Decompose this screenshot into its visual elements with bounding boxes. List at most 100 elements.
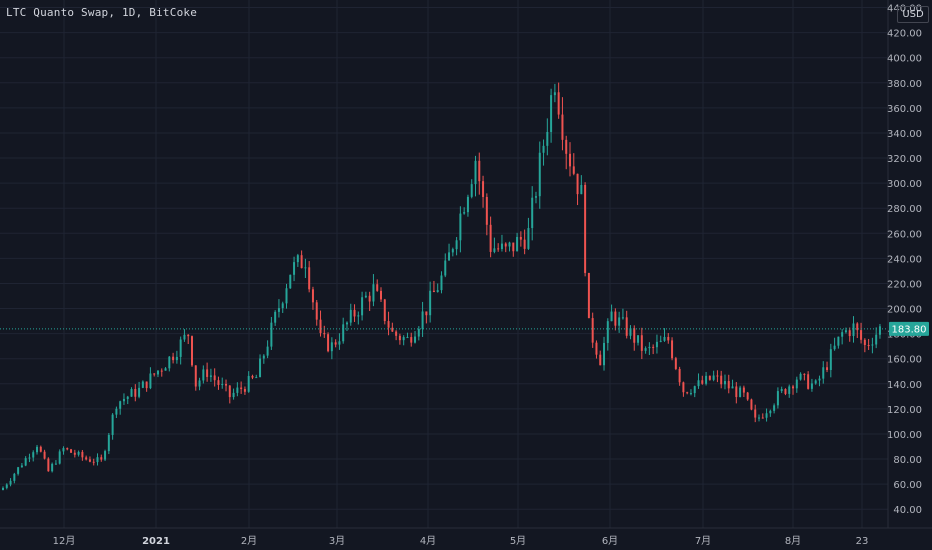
y-tick-label: 340.00	[887, 129, 922, 140]
candle-body	[119, 401, 122, 409]
x-tick-label: 23	[856, 536, 869, 547]
candle-body	[542, 145, 545, 153]
candle-body	[319, 319, 322, 334]
candle-body	[508, 242, 511, 247]
candle-body	[194, 365, 197, 387]
candle-body	[780, 389, 783, 392]
candle-body	[686, 392, 689, 394]
candle-body	[712, 375, 715, 380]
candle-body	[70, 449, 73, 453]
candle-body	[134, 388, 137, 397]
candle-body	[425, 311, 428, 316]
candle-body	[54, 463, 57, 465]
candle-body	[814, 380, 817, 384]
candle-body	[391, 327, 394, 332]
candle-body	[398, 335, 401, 341]
candle-body	[300, 255, 303, 269]
candle-body	[489, 224, 492, 252]
candle-body	[455, 240, 458, 250]
candle-body	[565, 139, 568, 154]
y-tick-label: 120.00	[887, 405, 922, 416]
candle-body	[213, 375, 216, 381]
candle-body	[85, 457, 88, 460]
last-price-label: 183.80	[889, 321, 929, 336]
candle-body	[716, 375, 719, 377]
candle-body	[168, 356, 171, 369]
candle-body	[338, 341, 341, 345]
candle-body	[693, 386, 696, 394]
candle-body	[587, 272, 590, 319]
candle-body	[470, 184, 473, 197]
candle-body	[402, 337, 405, 341]
candle-body	[228, 385, 231, 398]
candle-body	[761, 417, 764, 419]
candle-body	[13, 473, 16, 481]
candle-body	[58, 451, 61, 464]
currency-button[interactable]: USD	[897, 6, 929, 23]
candle-body	[198, 380, 201, 387]
candle-body	[701, 380, 704, 384]
price-axis[interactable]: 40.0060.0080.00100.00120.00140.00160.001…	[887, 4, 922, 517]
y-tick-label: 300.00	[887, 179, 922, 190]
candle-body	[750, 399, 753, 410]
candle-body	[179, 339, 182, 357]
y-tick-label: 280.00	[887, 204, 922, 215]
candle-body	[810, 383, 813, 389]
candle-body	[247, 375, 250, 392]
candle-body	[327, 334, 330, 352]
candle-body	[463, 212, 466, 214]
candle-body	[534, 196, 537, 198]
candle-body	[342, 324, 345, 342]
time-axis[interactable]: 12月 2021 2月 3月 4月 5月 6月 7月 8月 23	[53, 535, 869, 547]
candle-body	[191, 336, 193, 366]
candle-body	[478, 160, 481, 182]
candle-body	[557, 92, 560, 115]
candle-body	[841, 332, 844, 337]
candle-body	[773, 405, 776, 411]
candle-body	[584, 184, 587, 273]
y-tick-label: 400.00	[887, 54, 922, 65]
candle-body	[225, 384, 228, 386]
last-price-value: 183.80	[892, 324, 927, 335]
candle-body	[576, 173, 579, 195]
candle-body	[871, 344, 874, 346]
x-tick-label: 6月	[602, 535, 618, 547]
candle-body	[100, 457, 103, 460]
candle-body	[652, 346, 655, 348]
candle-body	[599, 354, 602, 366]
candle-body	[20, 465, 23, 468]
candle-body	[285, 288, 288, 304]
candle-body	[848, 330, 851, 337]
candle-body	[293, 262, 296, 275]
candle-body	[523, 239, 526, 249]
candle-body	[580, 184, 583, 195]
candle-body	[829, 349, 832, 370]
candle-body	[221, 384, 224, 386]
candle-body	[674, 358, 677, 369]
candle-body	[92, 461, 95, 463]
x-tick-label: 12月	[53, 535, 76, 547]
candle-body	[538, 152, 541, 197]
candle-body	[648, 346, 651, 349]
candle-body	[330, 342, 333, 352]
candle-body	[259, 358, 262, 378]
candle-body	[852, 323, 855, 337]
candle-body	[2, 487, 4, 491]
y-tick-label: 320.00	[887, 154, 922, 165]
candle-body	[172, 356, 175, 361]
candle-body	[232, 392, 235, 398]
candle-body	[644, 348, 647, 351]
candle-body	[727, 381, 730, 389]
candle-body	[304, 267, 307, 269]
candle-body	[860, 330, 863, 340]
candle-body	[606, 321, 609, 343]
candle-body	[697, 380, 700, 387]
candle-body	[795, 379, 798, 389]
candle-body	[36, 446, 39, 453]
chart-title: LTC Quanto Swap, 1D, BitCoke	[6, 6, 198, 19]
candle-body	[875, 334, 878, 345]
candle-body	[640, 335, 643, 351]
candle-body	[175, 356, 178, 361]
candle-body	[88, 459, 91, 462]
